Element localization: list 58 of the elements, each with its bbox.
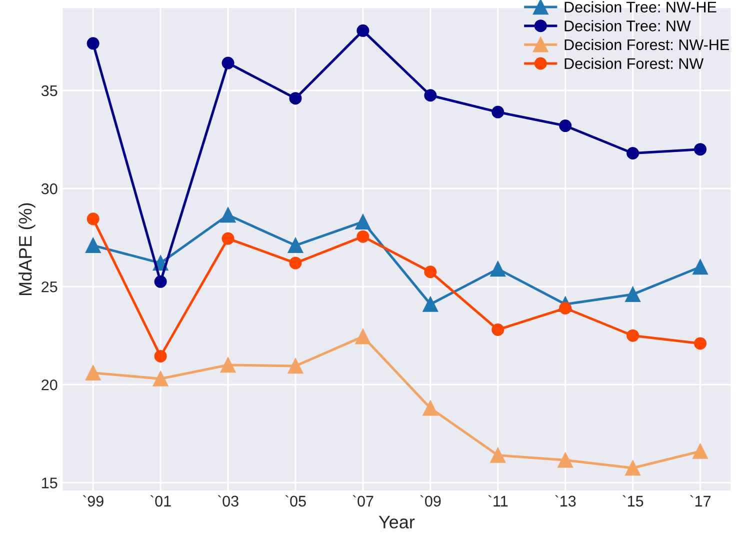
point bbox=[626, 146, 640, 160]
point bbox=[152, 371, 168, 386]
y-tick-label: 25 bbox=[42, 281, 58, 292]
point bbox=[222, 56, 234, 70]
point bbox=[424, 266, 437, 278]
point bbox=[692, 444, 708, 459]
x-tick-label: `07 bbox=[352, 495, 374, 507]
point bbox=[490, 448, 506, 463]
point bbox=[694, 337, 707, 350]
point bbox=[626, 329, 640, 342]
x-tick-label: `03 bbox=[218, 495, 238, 507]
point bbox=[85, 238, 101, 254]
point bbox=[558, 452, 573, 468]
legend-label: Decision Tree: NW bbox=[564, 20, 691, 32]
point bbox=[85, 365, 101, 380]
x-tick-label: `17 bbox=[690, 495, 711, 506]
x-tick-label: `13 bbox=[555, 495, 576, 507]
point bbox=[86, 212, 100, 226]
y-tick-label: 15 bbox=[42, 478, 58, 488]
point bbox=[694, 143, 707, 156]
point bbox=[492, 106, 504, 118]
y-tick-label: 35 bbox=[41, 85, 58, 96]
x-tick-label: `15 bbox=[622, 495, 644, 507]
point bbox=[154, 275, 167, 288]
point bbox=[356, 24, 370, 37]
x-tick-label: `05 bbox=[285, 495, 306, 507]
point bbox=[288, 238, 304, 254]
x-tick-label: `11 bbox=[488, 495, 508, 506]
y-tick-label: 20 bbox=[42, 379, 58, 390]
point bbox=[356, 230, 370, 243]
point bbox=[154, 350, 167, 362]
point bbox=[422, 296, 438, 312]
x-tick-label: `01 bbox=[150, 495, 171, 507]
point bbox=[625, 460, 640, 476]
point bbox=[492, 323, 504, 336]
x-tick-label: `09 bbox=[420, 495, 441, 507]
x-axis-title: Year bbox=[378, 516, 415, 528]
x-tick-label: `99 bbox=[82, 495, 104, 507]
point bbox=[220, 357, 236, 373]
point bbox=[289, 256, 302, 270]
y-axis-title: MdAPE (%) bbox=[18, 203, 36, 295]
point bbox=[86, 37, 100, 50]
point bbox=[422, 400, 438, 416]
legend-label: Decision Forest: NW bbox=[564, 58, 704, 69]
point bbox=[559, 120, 572, 132]
point bbox=[220, 207, 236, 223]
point bbox=[424, 89, 437, 102]
y-tick-label: 30 bbox=[41, 183, 58, 194]
point bbox=[625, 286, 640, 302]
point bbox=[289, 92, 302, 105]
point bbox=[355, 328, 371, 344]
point bbox=[355, 214, 371, 230]
point bbox=[288, 358, 304, 374]
point bbox=[692, 259, 708, 275]
point bbox=[222, 232, 234, 245]
legend-label: Decision Forest: NW-HE bbox=[564, 38, 730, 50]
legend-label: Decision Tree: NW-HE bbox=[564, 1, 716, 13]
point bbox=[490, 261, 506, 277]
